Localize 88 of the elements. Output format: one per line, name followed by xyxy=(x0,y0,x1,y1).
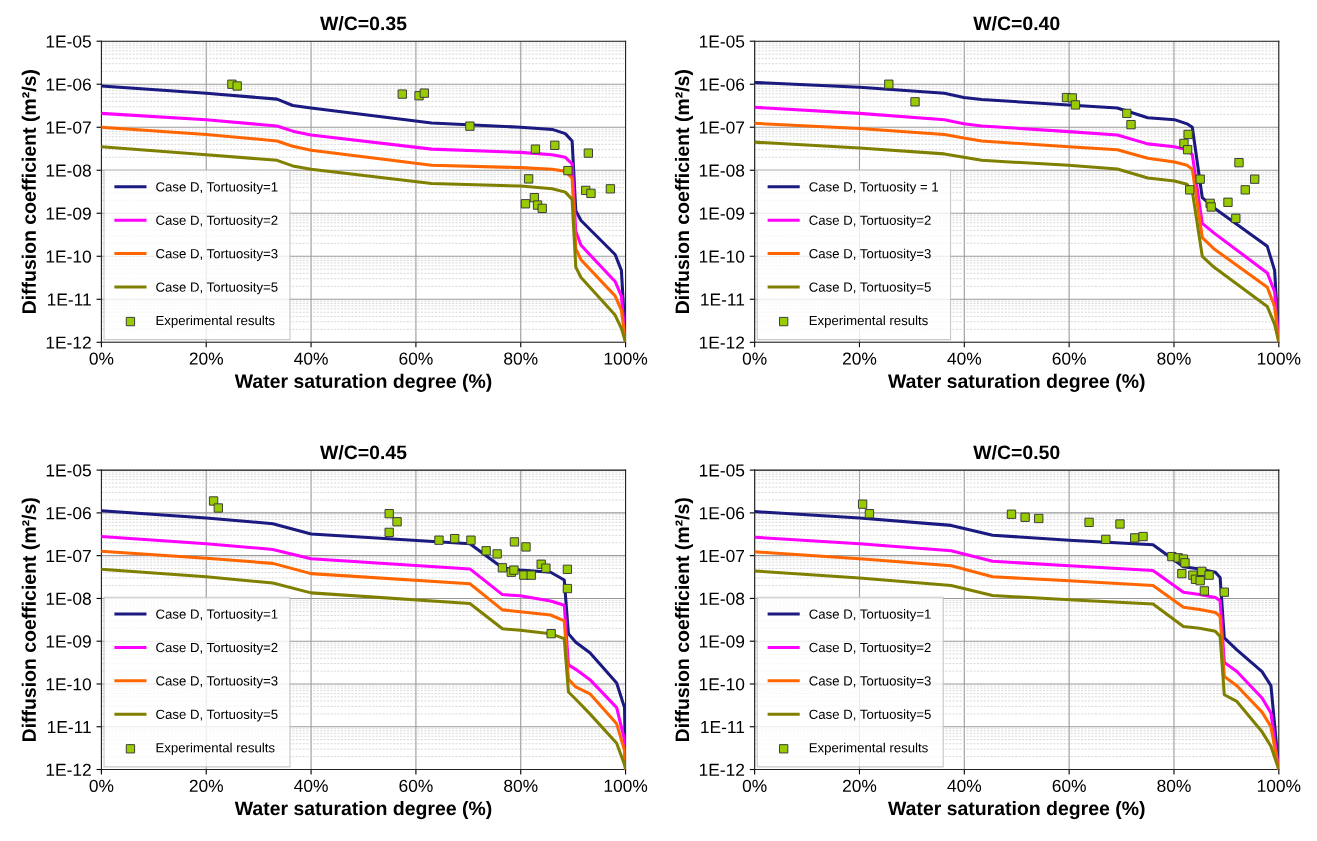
x-tick-label: 60% xyxy=(399,352,433,365)
legend-label: Case D, Tortuosity=1 xyxy=(156,181,278,195)
y-tick-label: 1E-10 xyxy=(699,250,745,263)
x-tick-label: 60% xyxy=(1052,352,1086,365)
legend-label: Case D, Tortuosity=1 xyxy=(809,609,931,622)
x-axis-title: Water saturation degree (%) xyxy=(234,373,492,392)
x-tick-label: 0% xyxy=(89,352,114,365)
x-tick-label: 20% xyxy=(189,352,223,365)
y-tick-label: 1E-06 xyxy=(46,78,91,91)
y-tick-label: 1E-09 xyxy=(46,635,91,648)
x-tick-label: 60% xyxy=(1052,779,1086,792)
legend-label: Case D, Tortuosity=5 xyxy=(809,709,931,722)
y-tick-label: 1E-10 xyxy=(46,678,92,691)
legend-label: Case D, Tortuosity=5 xyxy=(809,282,931,295)
y-tick-label: 1E-08 xyxy=(699,164,745,177)
y-tick-label: 1E-06 xyxy=(46,507,91,520)
legend-label: Experimental results xyxy=(809,315,928,328)
legend-label: Case D, Tortuosity=3 xyxy=(156,675,278,689)
y-tick-label: 1E-05 xyxy=(699,35,745,48)
y-axis-title: Diffusion coefficient (m²/s) xyxy=(21,70,40,314)
legend-label: Experimental results xyxy=(156,742,275,755)
y-tick-label: 1E-12 xyxy=(46,336,91,349)
y-tick-label: 1E-08 xyxy=(46,164,91,177)
x-tick-label: 20% xyxy=(189,779,223,792)
y-tick-label: 1E-09 xyxy=(699,207,745,220)
y-tick-label: 1E-10 xyxy=(699,678,745,691)
y-tick-label: 1E-11 xyxy=(701,293,745,306)
legend-label: Case D, Tortuosity=2 xyxy=(156,642,278,655)
y-tick-label: 1E-11 xyxy=(47,293,91,306)
x-tick-label: 20% xyxy=(842,779,877,792)
y-axis-title: Diffusion coefficient (m²/s) xyxy=(674,70,694,314)
y-tick-label: 1E-10 xyxy=(46,250,92,263)
y-tick-label: 1E-06 xyxy=(699,78,745,91)
x-tick-label: 80% xyxy=(1157,779,1191,792)
y-tick-label: 1E-07 xyxy=(699,549,745,563)
x-tick-label: 40% xyxy=(294,779,328,792)
y-tick-label: 1E-11 xyxy=(701,721,745,734)
x-tick-label: 100% xyxy=(604,779,648,792)
y-tick-label: 1E-05 xyxy=(699,464,745,477)
legend-label: Case D, Tortuosity = 1 xyxy=(809,181,939,195)
legend-label: Case D, Tortuosity=3 xyxy=(809,248,931,261)
legend-label: Experimental results xyxy=(156,315,275,328)
chart-title: W/C=0.45 xyxy=(320,444,407,460)
x-axis-title: Water saturation degree (%) xyxy=(888,800,1145,820)
legend-label: Case D, Tortuosity=5 xyxy=(156,282,278,295)
y-tick-label: 1E-12 xyxy=(46,763,91,776)
chart-title: W/C=0.40 xyxy=(973,16,1060,31)
x-tick-label: 80% xyxy=(1157,352,1191,365)
chart-title: W/C=0.35 xyxy=(320,16,407,31)
x-axis-title: Water saturation degree (%) xyxy=(888,373,1145,392)
y-tick-label: 1E-08 xyxy=(46,592,91,605)
x-tick-label: 20% xyxy=(842,352,877,365)
x-tick-label: 100% xyxy=(1257,352,1301,365)
legend-label: Case D, Tortuosity=1 xyxy=(156,609,278,622)
y-tick-label: 1E-07 xyxy=(699,121,745,134)
legend-label: Case D, Tortuosity=2 xyxy=(809,642,931,655)
legend-label: Case D, Tortuosity=2 xyxy=(156,215,278,228)
x-tick-label: 80% xyxy=(504,352,538,365)
x-tick-label: 80% xyxy=(504,779,538,792)
x-tick-label: 100% xyxy=(1257,779,1301,792)
legend-label: Case D, Tortuosity=5 xyxy=(156,709,278,722)
x-tick-label: 40% xyxy=(947,352,982,365)
legend-label: Experimental results xyxy=(809,742,928,755)
x-axis-title: Water saturation degree (%) xyxy=(234,800,492,820)
y-tick-label: 1E-05 xyxy=(46,464,91,477)
y-axis-title: Diffusion coefficient (m²/s) xyxy=(21,498,40,742)
x-tick-label: 0% xyxy=(742,352,767,365)
y-tick-label: 1E-09 xyxy=(46,207,91,220)
y-tick-label: 1E-12 xyxy=(699,336,745,349)
y-tick-label: 1E-09 xyxy=(699,635,745,648)
y-axis-title: Diffusion coefficient (m²/s) xyxy=(674,498,694,742)
y-tick-label: 1E-05 xyxy=(46,35,91,48)
y-tick-label: 1E-12 xyxy=(699,763,745,776)
legend-label: Case D, Tortuosity=3 xyxy=(156,248,278,261)
x-tick-label: 100% xyxy=(604,352,648,365)
legend-label: Case D, Tortuosity=3 xyxy=(809,675,931,689)
y-tick-label: 1E-07 xyxy=(46,549,91,563)
legend-label: Case D, Tortuosity=2 xyxy=(809,215,931,228)
x-tick-label: 40% xyxy=(947,779,982,792)
y-tick-label: 1E-11 xyxy=(47,721,91,734)
y-tick-label: 1E-07 xyxy=(46,121,91,134)
x-tick-label: 60% xyxy=(399,779,433,792)
x-tick-label: 0% xyxy=(89,779,114,792)
x-tick-label: 0% xyxy=(742,779,767,792)
y-tick-label: 1E-08 xyxy=(699,592,745,605)
y-tick-label: 1E-06 xyxy=(699,507,745,520)
chart-title: W/C=0.50 xyxy=(973,444,1060,460)
x-tick-label: 40% xyxy=(294,352,328,365)
